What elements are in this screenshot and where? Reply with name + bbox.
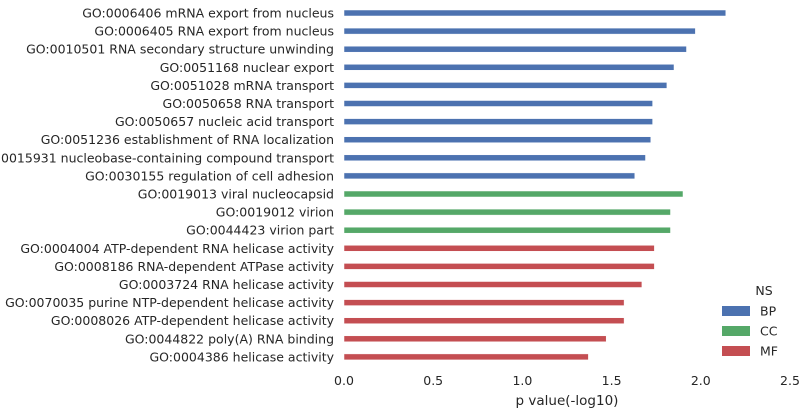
category-label-17: GO:0008026 ATP-dependent helicase activi… bbox=[51, 313, 335, 328]
bar-6 bbox=[343, 118, 653, 125]
bar-12 bbox=[343, 226, 671, 234]
category-label-16: GO:0070035 purine NTP-dependent helicase… bbox=[5, 295, 335, 310]
x-tick-label-2: 1.0 bbox=[512, 373, 532, 388]
category-label-6: GO:0050657 nucleic acid transport bbox=[115, 114, 334, 129]
category-label-18: GO:0044822 poly(A) RNA binding bbox=[125, 331, 334, 346]
bar-5 bbox=[343, 100, 653, 107]
category-label-8: GO:0015931 nucleobase-containing compoun… bbox=[0, 150, 334, 165]
legend: NS BP CC MF bbox=[722, 283, 778, 359]
x-axis-label: p value(-log10) bbox=[516, 393, 619, 409]
bar-2 bbox=[343, 45, 687, 53]
legend-swatch-mf bbox=[722, 346, 750, 356]
category-label-3: GO:0051168 nuclear export bbox=[160, 60, 334, 75]
bars-group bbox=[343, 9, 727, 361]
x-tick-label-4: 2.0 bbox=[691, 373, 711, 388]
bar-10 bbox=[343, 190, 684, 198]
category-label-15: GO:0003724 RNA helicase activity bbox=[119, 277, 335, 292]
bar-15 bbox=[343, 281, 643, 288]
legend-swatch-cc bbox=[722, 326, 750, 336]
bar-16 bbox=[343, 299, 625, 306]
bar-8 bbox=[343, 154, 646, 162]
x-tick-label-3: 1.5 bbox=[602, 373, 622, 388]
category-labels: GO:0006406 mRNA export from nucleus GO:00… bbox=[0, 6, 335, 365]
legend-entries: BP CC MF bbox=[722, 304, 778, 359]
legend-label-bp: BP bbox=[760, 304, 777, 319]
category-label-19: GO:0004386 helicase activity bbox=[149, 349, 334, 364]
bar-14 bbox=[343, 263, 655, 270]
x-tick-label-0: 0.0 bbox=[334, 373, 354, 388]
x-tick-label-5: 2.5 bbox=[780, 373, 800, 388]
category-label-1: GO:0006405 RNA export from nucleus bbox=[94, 24, 334, 39]
bar-1 bbox=[343, 27, 696, 35]
category-label-2: GO:0010501 RNA secondary structure unwin… bbox=[26, 42, 334, 57]
category-label-10: GO:0019013 viral nucleocapsid bbox=[138, 187, 334, 202]
category-label-14: GO:0008186 RNA-dependent ATPase activity bbox=[54, 259, 334, 274]
bar-3 bbox=[343, 64, 675, 71]
legend-title: NS bbox=[755, 283, 772, 298]
category-label-0: GO:0006406 mRNA export from nucleus bbox=[82, 6, 334, 21]
category-label-12: GO:0044423 virion part bbox=[186, 223, 334, 238]
category-label-5: GO:0050658 RNA transport bbox=[163, 96, 335, 111]
bar-11 bbox=[343, 208, 671, 216]
bar-4 bbox=[343, 82, 668, 89]
legend-swatch-bp bbox=[722, 306, 750, 316]
bar-9 bbox=[343, 172, 636, 180]
bar-13 bbox=[343, 245, 655, 252]
bar-17 bbox=[343, 317, 625, 324]
category-label-11: GO:0019012 virion bbox=[216, 205, 334, 220]
bar-0 bbox=[343, 9, 727, 17]
bar-18 bbox=[343, 335, 607, 343]
category-label-13: GO:0004004 ATP-dependent RNA helicase ac… bbox=[20, 241, 334, 256]
legend-label-mf: MF bbox=[760, 344, 778, 359]
x-axis-ticks: 0.0 0.5 1.0 1.5 2.0 2.5 bbox=[334, 373, 800, 388]
bar-19 bbox=[343, 353, 589, 361]
category-label-7: GO:0051236 establishment of RNA localiza… bbox=[41, 132, 334, 147]
legend-label-cc: CC bbox=[760, 324, 778, 339]
category-label-4: GO:0051028 mRNA transport bbox=[150, 78, 334, 93]
x-tick-label-1: 0.5 bbox=[423, 373, 443, 388]
category-label-9: GO:0030155 regulation of cell adhesion bbox=[85, 168, 334, 183]
bar-7 bbox=[343, 136, 652, 143]
